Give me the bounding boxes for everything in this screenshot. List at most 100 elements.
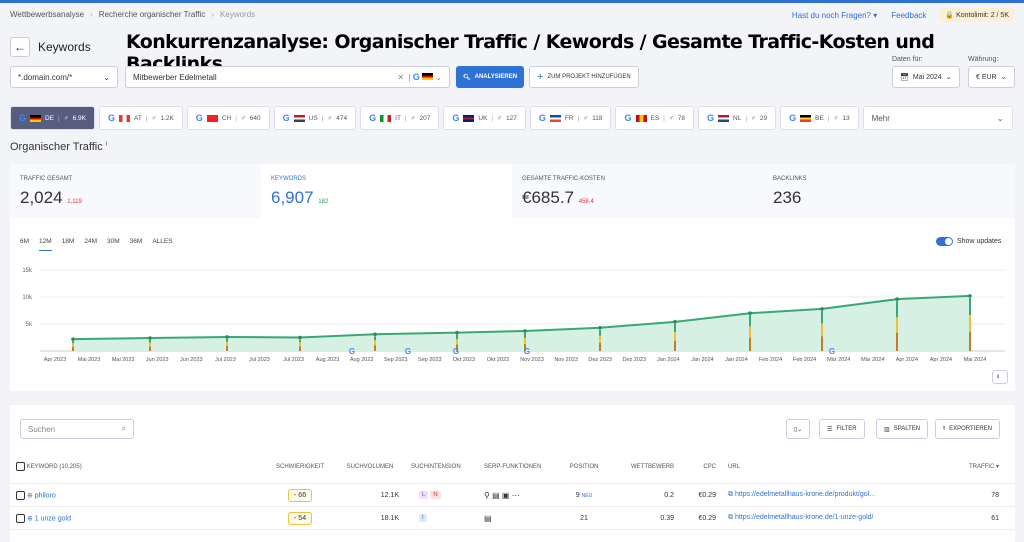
- flag-icon: [293, 114, 305, 122]
- scope-select[interactable]: *.domain.com/* ⌄: [10, 66, 118, 88]
- filter-button[interactable]: ☰ FILTER: [819, 419, 865, 439]
- chart-panel: [10, 218, 1015, 391]
- expand-icon[interactable]: ⊕: [26, 514, 33, 522]
- metric-backlinks[interactable]: BACKLINKS 236: [763, 164, 1015, 218]
- show-updates-toggle[interactable]: [936, 237, 953, 246]
- google-icon: G: [282, 113, 290, 123]
- external-link-icon: ⧉: [728, 491, 733, 498]
- device-select[interactable]: ▯⌄: [786, 419, 811, 439]
- list-icon: ▤: [484, 513, 492, 523]
- x-tick-label: Apr 2024: [896, 357, 918, 363]
- period-30m[interactable]: 30M: [107, 238, 120, 245]
- period-36m[interactable]: 36M: [129, 238, 143, 245]
- country-tab-ch[interactable]: G CH | ♂ 640: [186, 106, 270, 130]
- external-link-icon: ⧉: [728, 514, 733, 521]
- add-to-project-button[interactable]: + ZUM PROJEKT HINZUFÜGEN: [529, 66, 639, 88]
- period-6m[interactable]: 6M: [20, 238, 30, 245]
- google-icon: G: [108, 113, 116, 123]
- country-tab-us[interactable]: G US | ♂ 474: [273, 106, 357, 130]
- country-tab-fr[interactable]: G FR | ♂ 118: [529, 106, 612, 130]
- data-point: [71, 337, 75, 341]
- country-tab-de[interactable]: G DE | ♂ 6.9K: [10, 106, 95, 130]
- user-icon: ♂: [583, 114, 589, 122]
- x-tick-label: Jun 2023: [146, 357, 169, 363]
- table-row: ⊕ 1 unze gold • 54 18.1K I ▤ 21 0.39 €0.…: [10, 507, 1015, 530]
- back-button[interactable]: ←: [10, 37, 30, 57]
- flag-icon: [549, 114, 561, 122]
- chevron-down-icon: ⌄: [996, 113, 1004, 123]
- google-icon: G: [195, 113, 203, 123]
- google-icon: G: [452, 113, 460, 123]
- help-menu[interactable]: Hast du noch Fragen? ▾: [791, 10, 878, 20]
- data-point: [598, 325, 602, 330]
- traffic-area: [73, 295, 970, 351]
- metric-traffic-cost[interactable]: GESAMTE TRAFFIC-KOSTEN €685.7 458.4: [512, 164, 763, 218]
- expand-icon[interactable]: ⊕: [26, 491, 33, 499]
- columns-button[interactable]: ▥ SPALTEN: [876, 419, 929, 439]
- select-all-checkbox[interactable]: [16, 462, 25, 471]
- export-button[interactable]: ⭱ EXPORTIEREN: [935, 419, 1001, 439]
- country-tab-nl[interactable]: G NL | ♂ 29: [697, 106, 777, 130]
- difficulty-badge: • 54: [287, 511, 313, 525]
- competitor-search-input[interactable]: Mitbewerber Edelmetall ✕ | G ⌄: [125, 66, 450, 88]
- video-icon: ▣: [501, 490, 510, 500]
- google-icon: G: [412, 72, 420, 82]
- period-24m[interactable]: 24M: [84, 238, 97, 245]
- export-chart-button[interactable]: ⭳: [992, 370, 1008, 384]
- data-point: [455, 330, 459, 335]
- row-checkbox[interactable]: [16, 513, 25, 523]
- metric-keywords[interactable]: KEYWORDS 6,907 182: [261, 164, 512, 218]
- country-tab-be[interactable]: G BE | ♂ 13: [780, 106, 859, 130]
- table-header: KEYWORD (10,205) SCHWIERIGKEIT SUCHVOLUM…: [10, 450, 1015, 484]
- google-update-icon: G: [405, 347, 411, 356]
- table-search-input[interactable]: Suchen ⌕: [20, 419, 134, 439]
- data-point: [373, 332, 377, 337]
- period-alles[interactable]: ALLES: [152, 238, 173, 245]
- calendar-icon: 📅︎: [900, 74, 909, 81]
- currency-select[interactable]: € EUR ⌄: [968, 66, 1015, 88]
- x-tick-label: Nov 2023: [554, 357, 578, 363]
- url-link[interactable]: https://edelmetallhaus-krone.de/produkt/…: [734, 491, 876, 498]
- page-title: Keywords: [38, 40, 91, 54]
- data-point: [225, 335, 229, 339]
- breadcrumb-item[interactable]: Recherche organischer Traffic: [98, 10, 206, 19]
- plus-icon: +: [537, 71, 544, 83]
- columns-icon: ▥: [884, 426, 890, 433]
- list-icon: ▤: [492, 490, 500, 500]
- volume: 18.1K: [380, 514, 399, 522]
- sort-traffic[interactable]: TRAFFIC ▾: [968, 464, 999, 470]
- country-tab-es[interactable]: G ES | ♂ 78: [615, 106, 694, 130]
- metric-traffic[interactable]: TRAFFIC GESAMT 2,024 1,119: [10, 164, 261, 218]
- country-tab-it[interactable]: G IT | ♂ 207: [360, 106, 440, 130]
- user-icon: ♂: [833, 114, 839, 122]
- flag-de-icon: [422, 73, 434, 80]
- serp-features: ▤: [478, 514, 553, 523]
- breadcrumb-current: Keywords: [220, 10, 256, 19]
- date-select[interactable]: 📅︎ Mai 2024 ⌄: [892, 66, 960, 88]
- google-icon: G: [19, 113, 27, 123]
- x-tick-label: Dez 2023: [622, 357, 646, 363]
- date-label: Daten für:: [892, 56, 923, 63]
- x-tick-label: Mär 2024: [827, 357, 850, 363]
- google-icon: G: [706, 113, 714, 123]
- feedback-link[interactable]: Feedback: [891, 10, 927, 20]
- more-countries-select[interactable]: Mehr ⌄: [862, 106, 1013, 130]
- user-icon: ♂: [497, 114, 502, 122]
- google-icon: G: [538, 113, 546, 123]
- keyword-link[interactable]: philoro: [34, 491, 56, 499]
- x-tick-label: Okt 2023: [453, 357, 475, 363]
- country-tab-at[interactable]: G AT | ♂ 1.2K: [99, 106, 183, 130]
- period-12m[interactable]: 12M: [39, 238, 52, 251]
- url-link[interactable]: https://edelmetallhaus-krone.de/1-unze-g…: [734, 514, 874, 521]
- flag-icon: [635, 114, 647, 122]
- keyword-link[interactable]: 1 unze gold: [34, 514, 71, 522]
- breadcrumb-item[interactable]: Wettbewerbsanalyse: [10, 10, 85, 19]
- period-18m[interactable]: 18M: [61, 238, 75, 245]
- row-checkbox[interactable]: [16, 490, 25, 500]
- more-icon: ⋯: [511, 490, 520, 500]
- country-tabs: G DE | ♂ 6.9K G AT | ♂ 1.2K G CH | ♂ 640 G US | ♂ 474 G IT | ♂ 2…: [10, 106, 1013, 130]
- country-tab-uk[interactable]: G UK | ♂ 127: [443, 106, 526, 130]
- analyze-button[interactable]: 🔍︎ ANALYSIEREN: [456, 66, 525, 88]
- x-tick-label: Feb 2024: [793, 357, 816, 363]
